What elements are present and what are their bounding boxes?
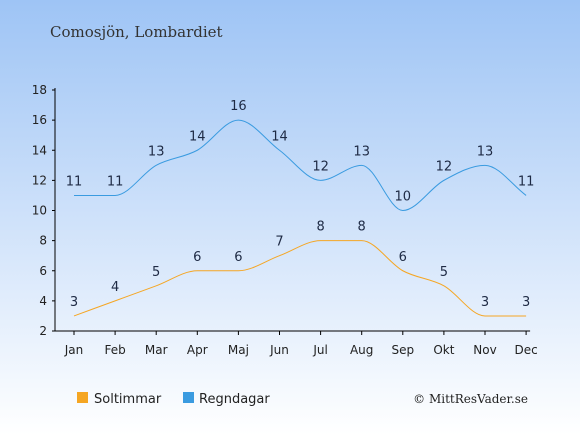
data-label-soltimmar: 8 xyxy=(316,220,324,235)
legend: Soltimmar Regndagar xyxy=(77,392,270,407)
x-tick-label: Jun xyxy=(269,343,289,357)
data-label-regndagar: 14 xyxy=(271,129,288,144)
y-axis-ticks: 2 4 6 8 10 12 14 16 18 xyxy=(32,83,55,338)
x-tick-label: Jan xyxy=(64,343,84,357)
data-label-regndagar: 12 xyxy=(312,159,329,174)
data-label-regndagar: 11 xyxy=(66,174,83,189)
x-tick-label: Apr xyxy=(187,343,208,357)
data-label-soltimmar: 7 xyxy=(275,235,283,250)
y-tick-label: 18 xyxy=(32,83,47,97)
x-tick-label: Aug xyxy=(350,343,373,357)
y-tick-label: 14 xyxy=(32,143,47,157)
x-tick-label: Mar xyxy=(145,343,168,357)
data-label-soltimmar: 5 xyxy=(440,265,448,280)
data-label-soltimmar: 4 xyxy=(111,280,119,295)
legend-label-soltimmar: Soltimmar xyxy=(94,392,162,407)
legend-label-regndagar: Regndagar xyxy=(199,392,270,407)
y-tick-label: 2 xyxy=(39,324,47,338)
series-line-soltimmar xyxy=(73,240,527,317)
y-tick-label: 4 xyxy=(39,294,47,308)
x-tick-label: Maj xyxy=(228,343,249,357)
data-label-regndagar: 14 xyxy=(189,129,206,144)
data-label-regndagar: 13 xyxy=(148,144,165,159)
data-labels: 3 4 5 6 6 7 8 8 6 5 3 3 11 11 13 14 16 14 12 13 10 12 13 11 xyxy=(66,99,535,310)
data-label-regndagar: 10 xyxy=(395,190,412,205)
data-label-soltimmar: 5 xyxy=(152,265,160,280)
data-label-regndagar: 16 xyxy=(230,99,247,114)
y-tick-label: 16 xyxy=(32,113,47,127)
series-line-regndagar xyxy=(74,119,527,212)
x-tick-label: Okt xyxy=(433,343,454,357)
data-label-soltimmar: 6 xyxy=(234,250,242,265)
axes xyxy=(54,88,531,332)
x-tick-label: Nov xyxy=(473,343,496,357)
y-tick-label: 6 xyxy=(39,264,47,278)
data-label-regndagar: 13 xyxy=(477,144,494,159)
y-tick-label: 10 xyxy=(32,204,47,218)
chart-title: Comosjön, Lombardiet xyxy=(50,23,223,41)
x-axis-ticks: Jan Feb Mar Apr Maj Jun Jul Aug Sep Okt Nov Dec xyxy=(64,331,538,357)
data-label-soltimmar: 3 xyxy=(481,295,489,310)
y-tick-label: 8 xyxy=(39,234,47,248)
legend-swatch-regndagar xyxy=(183,392,194,403)
data-label-soltimmar: 6 xyxy=(399,250,407,265)
data-label-regndagar: 11 xyxy=(107,174,124,189)
data-label-regndagar: 11 xyxy=(518,174,535,189)
x-tick-label: Dec xyxy=(514,343,537,357)
data-label-soltimmar: 3 xyxy=(70,295,78,310)
credit-text: © MittResVader.se xyxy=(413,392,528,406)
legend-swatch-soltimmar xyxy=(77,392,88,403)
x-tick-label: Jul xyxy=(312,343,327,357)
series-layer xyxy=(73,119,527,317)
x-tick-label: Sep xyxy=(391,343,414,357)
data-label-soltimmar: 3 xyxy=(522,295,530,310)
data-label-regndagar: 13 xyxy=(353,144,370,159)
x-tick-label: Feb xyxy=(104,343,125,357)
data-label-soltimmar: 6 xyxy=(193,250,201,265)
data-label-regndagar: 12 xyxy=(436,159,453,174)
data-label-soltimmar: 8 xyxy=(358,220,366,235)
y-tick-label: 12 xyxy=(32,173,47,187)
